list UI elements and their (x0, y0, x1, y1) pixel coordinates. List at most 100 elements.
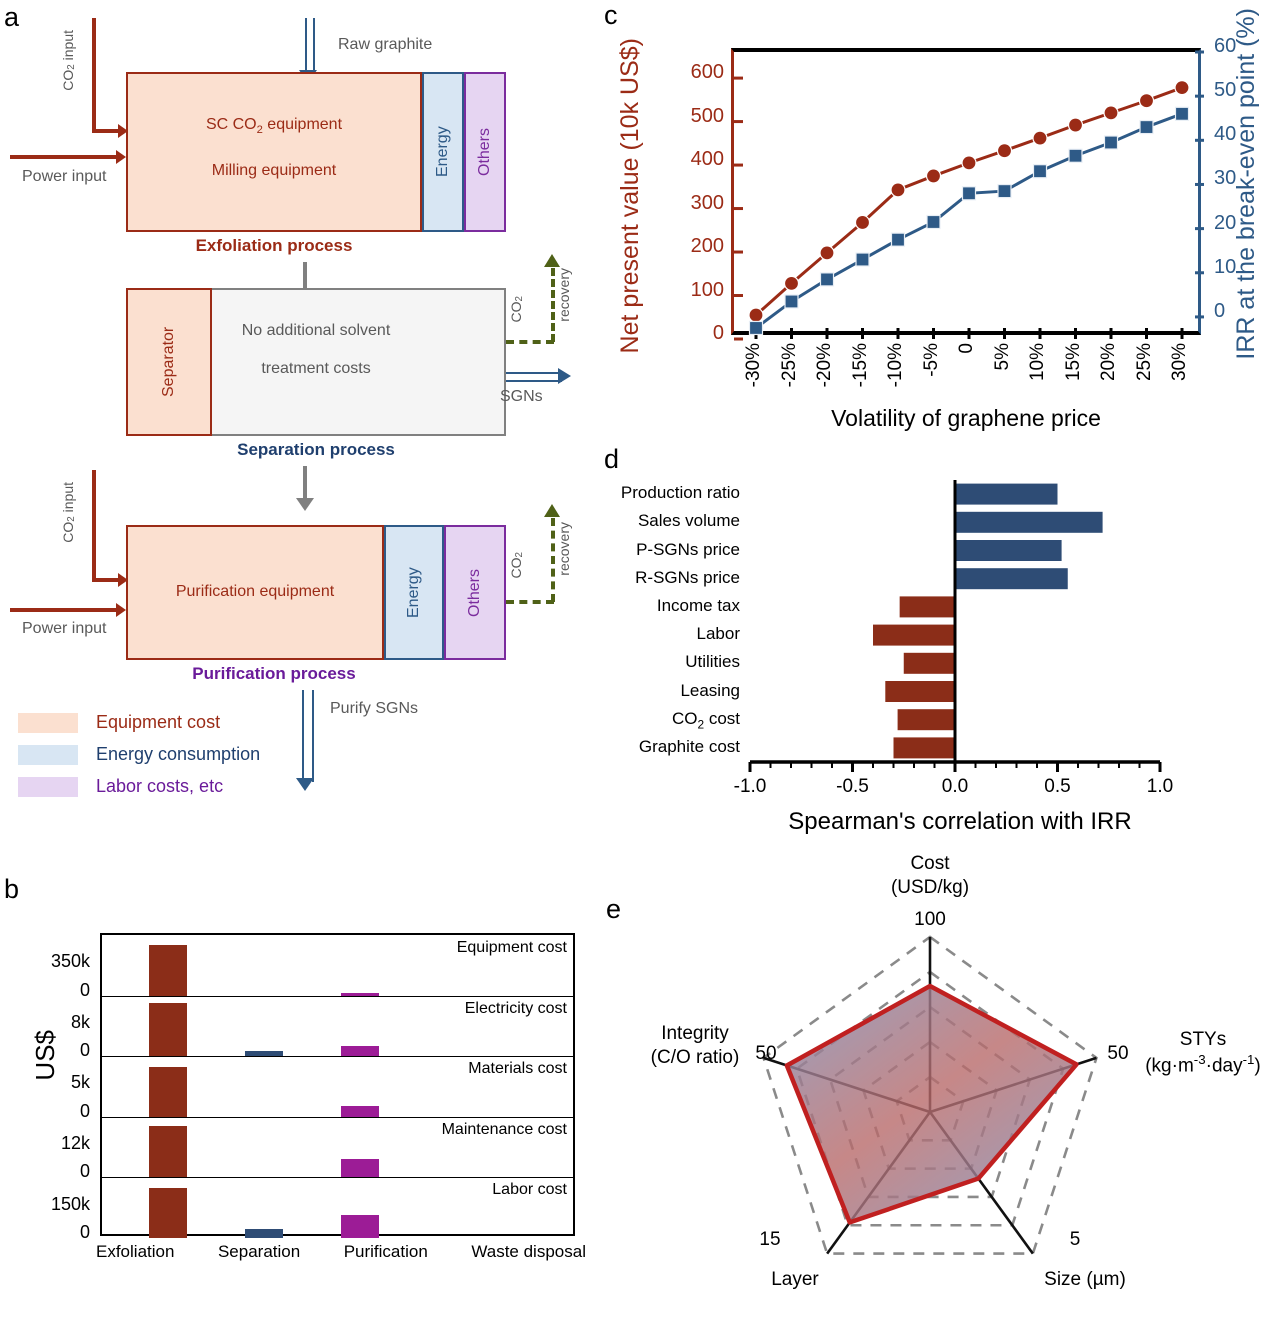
power-input-arrowhead-purification (116, 603, 126, 617)
sgns-out-shaft (506, 372, 562, 382)
panel-c-xtick-12: 30% (1169, 343, 1190, 382)
co2-recovery-riser-sep (551, 268, 555, 342)
power-input-label-purification: Power input (22, 620, 107, 637)
panel-d-category-6: Utilities (685, 652, 740, 672)
panel-d-category-5: Labor (696, 624, 740, 644)
panel-e-axis-label-layer: Layer (771, 1269, 819, 1290)
panel-c-xtick-9: 15% (1062, 343, 1084, 382)
panel-c-svg (734, 50, 1204, 341)
panel-b-bar-1-2 (341, 1046, 379, 1057)
raw-graphite-label: Raw graphite (338, 36, 433, 53)
panel-b-subpanel-label-0: Equipment cost (456, 939, 567, 956)
purification-others-label: Others (466, 568, 483, 617)
panel-b-xtick-exfoliation: Exfoliation (96, 1242, 175, 1261)
panel-b-subpanel-label-3: Maintenance cost (441, 1120, 567, 1138)
panel-b-ytick-1: 8k (70, 1011, 90, 1032)
panel-d-plot-area (748, 480, 1162, 772)
purification-process-title: Purification process (192, 664, 356, 683)
panel-b-ytick-3: 12k (60, 1132, 90, 1153)
panel-d-category-4: Income tax (656, 595, 740, 615)
panel-d-category-3: R-SGNs price (635, 567, 740, 587)
purification-energy-label: Energy (405, 567, 422, 618)
panel-b-ytick-2: 5k (70, 1072, 90, 1093)
panel-b-ytick-zero-3: 0 (79, 1161, 90, 1182)
legend-label-equipment-cost: Equipment cost (96, 712, 221, 732)
panel-c-right-tick-20: 20 (1214, 211, 1237, 234)
co2-input-arrowhead-exfoliation (118, 124, 128, 138)
panel-b-bar-2-2 (341, 1106, 379, 1117)
co2-recovery-arrowhead-pur (544, 504, 560, 517)
co2-recovery-label-sep: CO2 (508, 296, 525, 323)
legend-item-equipment-cost: Equipment cost (18, 712, 260, 733)
panel-d-letter: d (604, 444, 620, 474)
panel-c-left-tick-0: 0 (712, 322, 724, 344)
purify-sgns-arrowhead (296, 778, 314, 791)
panel-c-right-tick-0: 0 (1214, 299, 1226, 322)
co2-input-arrow-exfoliation (92, 129, 122, 133)
legend-swatch-energy-consumption (18, 744, 78, 765)
panel-c-left-tick-100: 100 (690, 278, 724, 301)
panel-c-xtick-4: -10% (885, 343, 906, 388)
exfoliation-others-label: Others (476, 128, 493, 177)
panel-b-bar-2-0 (149, 1067, 187, 1117)
panel-b-cost-breakdown-chart: b US$ Equipment cost Electricity cost Mate… (0, 870, 600, 1317)
flow-legend: Equipment cost Energy consumption Labor … (18, 712, 260, 797)
separation-process-title: Separation process (237, 440, 395, 459)
co2-recovery-arrowhead-sep (544, 254, 560, 267)
power-input-arrowhead-exfoliation (116, 150, 126, 164)
exfoliation-energy-label: Energy (434, 126, 451, 178)
legend-swatch-equipment-cost (18, 712, 78, 733)
co2-input-line-exfoliation (92, 18, 96, 133)
panel-c-xtick-3: -15% (849, 343, 871, 388)
panel-b-subpanel-label-2: Materials cost (468, 1060, 567, 1078)
panel-b-bar-4-1 (245, 1229, 283, 1238)
panel-d-category-8: CO2 cost (671, 708, 740, 732)
power-input-arrow-purification (10, 608, 120, 612)
panel-b-ytick-0: 350k (50, 951, 90, 972)
co2-input-label-purification: CO2 input (60, 482, 77, 543)
exfoliation-energy-box: Energy (422, 72, 464, 232)
co2-input-label-exfoliation: CO2 input (60, 30, 77, 91)
panel-e-axis-max-size: 5 (1069, 1229, 1081, 1250)
separator-label: Separator (160, 326, 177, 398)
separation-body-line-1: No additional solvent (241, 322, 391, 339)
panel-b-subpanel-label-1: Electricity cost (464, 999, 567, 1017)
exfoliation-equipment-line-1: SC CO2 equipment (205, 116, 343, 137)
co2-recovery-line-sep (506, 340, 554, 344)
panel-a-process-diagram: a CO2 input Power input Raw graphite SC … (0, 0, 600, 870)
separator-box: Separator (126, 288, 212, 436)
co2-recovery-line-pur (506, 600, 554, 604)
panel-d-xtick-2: 0.0 (941, 776, 969, 797)
panel-d-svg (748, 480, 1162, 772)
panel-b-subpanel-3: Maintenance cost (102, 1117, 573, 1179)
panel-c-xtick-5: -5% (920, 343, 942, 377)
panel-b-subpanel-4: Labor cost (102, 1177, 573, 1238)
separation-body-line-2: treatment costs (261, 360, 371, 377)
panel-b-bar-3-0 (149, 1126, 187, 1178)
panel-d-category-9: Graphite cost (638, 736, 740, 756)
legend-item-energy-consumption: Energy consumption (18, 744, 260, 765)
panel-e-plot-area: Cost (USD/kg) 100 STYs (kg·m-3·day-1) 50 Size … (600, 850, 1268, 1317)
panel-c-right-tick-10: 10 (1214, 255, 1237, 278)
panel-b-xtick-waste: Waste disposal (471, 1242, 586, 1261)
panel-c-left-tick-500: 500 (690, 104, 724, 127)
panel-e-axis-max-integrity: 50 (755, 1043, 777, 1064)
panel-d-category-0: Production ratio (620, 483, 740, 503)
legend-label-labor-costs: Labor costs, etc (96, 776, 224, 796)
co2-recovery-riser-pur (551, 518, 555, 602)
legend-item-labor-costs: Labor costs, etc (18, 776, 260, 797)
panel-c-xtick-7: 5% (991, 343, 1013, 371)
panel-c-xtick-6: 0 (956, 343, 977, 354)
panel-d-xtick-4: 1.0 (1146, 776, 1174, 797)
panel-c-xtick-8: 10% (1027, 343, 1048, 382)
co2-input-line-purification (92, 470, 96, 582)
panel-d-xtick-3: 0.5 (1044, 776, 1071, 797)
recovery-label-sep: recovery (556, 268, 572, 322)
co2-input-arrow-purification (92, 578, 122, 582)
panel-c-left-tick-200: 200 (690, 235, 724, 258)
sgns-out-arrowhead (558, 368, 571, 384)
purification-equipment-line-1: Purification equipment (175, 583, 335, 600)
panel-d-category-7: Leasing (680, 680, 740, 700)
panel-b-bar-4-2 (341, 1215, 379, 1238)
panel-b-bar-0-2 (341, 992, 379, 996)
